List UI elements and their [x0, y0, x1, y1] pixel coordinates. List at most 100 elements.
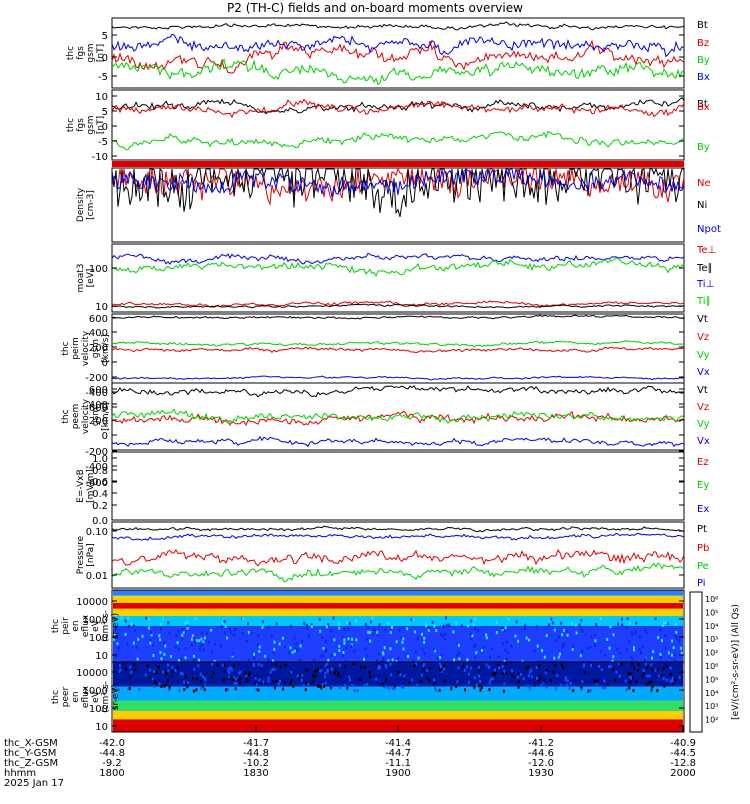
p9-pixel	[253, 656, 256, 660]
p10-pixel	[168, 688, 171, 692]
p9-pixel	[616, 647, 619, 651]
p10-pixel	[300, 678, 303, 682]
p10-pixel	[629, 680, 632, 684]
p9-pixel	[490, 647, 493, 651]
p9-pixel	[116, 642, 119, 646]
p9-pixel	[199, 644, 202, 648]
p9-pixel	[444, 637, 447, 641]
p10-pixel	[171, 674, 174, 678]
p10-pixel	[316, 669, 319, 673]
p10-pixel	[554, 664, 557, 668]
p10-pixel	[479, 688, 482, 692]
p9-pixel	[398, 628, 401, 632]
p10-pixel	[642, 672, 645, 676]
p10-band	[113, 662, 683, 687]
p10-pixel	[488, 681, 491, 685]
p9-pixel	[241, 631, 244, 635]
p9-pixel	[226, 636, 229, 640]
p9-pixel	[528, 638, 531, 642]
p9-pixel	[213, 642, 216, 646]
p10-pixel	[536, 676, 539, 680]
p9-pixel	[202, 640, 205, 644]
p9-pixel	[319, 654, 322, 658]
p10-pixel	[260, 664, 263, 667]
xaxis-tick-label: -41.2	[528, 738, 554, 749]
p10-pixel	[297, 676, 300, 680]
p8-ylabel: [nPa]	[86, 543, 96, 566]
p10-pixel	[244, 671, 247, 675]
p9-pixel	[130, 622, 133, 626]
p10-pixel	[200, 686, 203, 690]
p10-pixel	[403, 674, 406, 678]
p10-pixel	[203, 674, 206, 677]
p9-pixel	[184, 647, 187, 651]
p9-pixel	[661, 623, 664, 627]
p9-pixel	[177, 630, 180, 634]
p10-pixel	[192, 676, 195, 680]
p10-pixel	[162, 670, 164, 674]
p9-pixel	[168, 631, 171, 635]
p9-pixel	[625, 626, 628, 630]
p10-pixel	[382, 684, 385, 688]
p9-band	[113, 603, 683, 609]
p10-pixel	[397, 670, 400, 674]
p10-pixel	[672, 682, 675, 686]
p7-ytick: 0.0	[92, 516, 108, 527]
p7-ytick: 0.2	[92, 501, 108, 512]
xaxis-tick-label: -11.1	[385, 758, 411, 769]
xaxis-tick-label: 1900	[385, 768, 410, 779]
p10-pixel	[635, 680, 638, 684]
p9-pixel	[325, 648, 328, 652]
p9-pixel	[202, 648, 205, 652]
p10-pixel	[674, 678, 676, 682]
p10-pixel	[239, 676, 242, 680]
p10-pixel	[302, 684, 305, 688]
p10-ytick: 10000	[76, 668, 108, 679]
p10-pixel	[476, 683, 478, 687]
p9-pixel	[595, 622, 598, 626]
p9-pixel	[448, 623, 451, 627]
p9-pixel	[181, 637, 183, 641]
p9-pixel	[680, 646, 682, 650]
p10-pixel	[183, 688, 186, 691]
p5-ytick: -600	[85, 403, 108, 414]
p9-pixel	[495, 620, 498, 624]
p8-legend-Pe: Pe	[697, 561, 709, 572]
p10-pixel	[590, 664, 592, 668]
p10-pixel	[129, 675, 132, 679]
p4-ylabel: [eV]	[86, 269, 96, 288]
p10-pixel	[542, 681, 545, 685]
p9-pixel	[223, 631, 226, 635]
p9-pixel	[294, 647, 297, 651]
p10-pixel	[330, 667, 333, 671]
p10-pixel	[305, 668, 308, 672]
p9-pixel	[120, 616, 123, 620]
p10-pixel	[368, 670, 371, 674]
p9-pixel	[524, 627, 527, 631]
p9-pixel	[207, 640, 210, 644]
p9-pixel	[441, 634, 444, 638]
p9-pixel	[242, 617, 244, 621]
p9-pixel	[444, 632, 446, 636]
p10-pixel	[379, 666, 381, 670]
p10-pixel	[650, 688, 653, 692]
p9-pixel	[158, 634, 161, 638]
p9-pixel	[257, 634, 260, 637]
p9-pixel	[436, 657, 439, 660]
p10-pixel	[510, 674, 513, 678]
p10-pixel	[165, 671, 168, 675]
p10-pixel	[331, 685, 334, 689]
p9-pixel	[431, 621, 434, 624]
p9-pixel	[628, 640, 631, 643]
p10-pixel	[517, 672, 520, 676]
p9-pixel	[191, 634, 194, 638]
p9-pixel	[617, 622, 620, 626]
p9-pixel	[414, 650, 417, 654]
p9-pixel	[674, 634, 676, 638]
p10-pixel	[311, 673, 314, 677]
p10-pixel	[339, 675, 342, 679]
p9-pixel	[632, 646, 635, 650]
p9-pixel	[250, 631, 253, 635]
p10-pixel	[671, 679, 674, 683]
p9-pixel	[579, 654, 582, 658]
